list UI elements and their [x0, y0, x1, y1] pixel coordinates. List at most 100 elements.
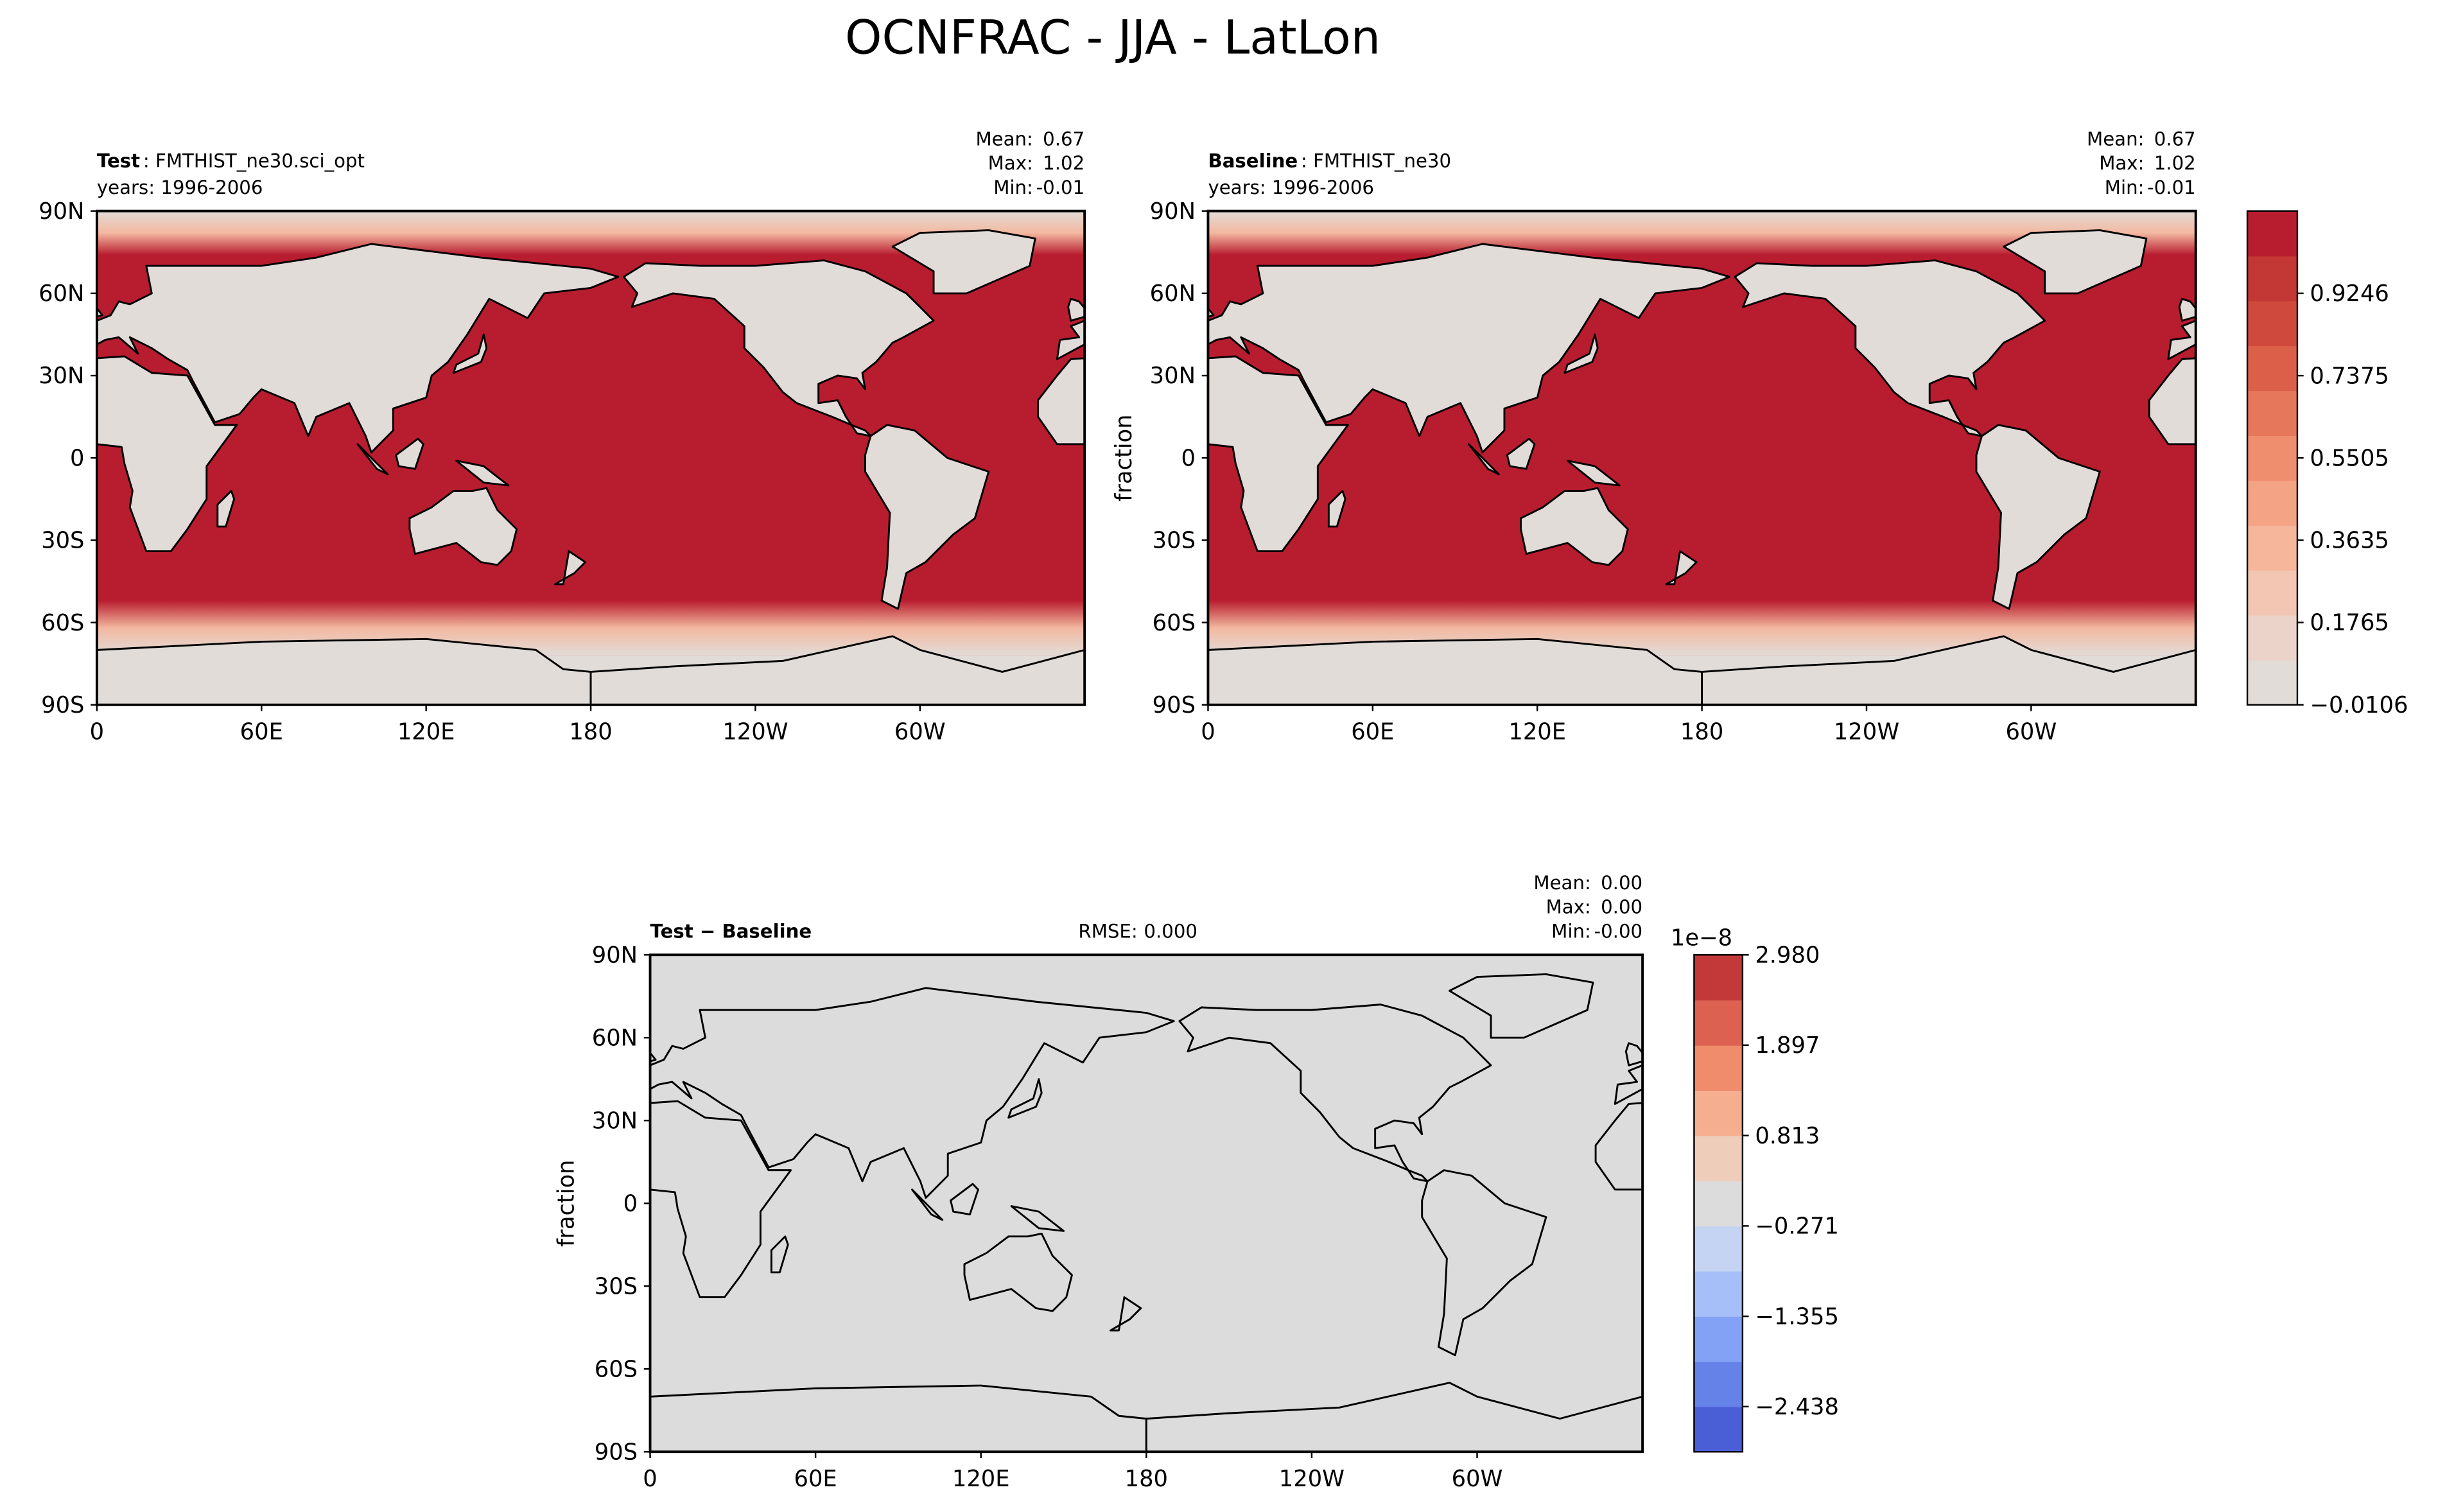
- colorbar-segment: [2247, 211, 2297, 257]
- x-tick-label: 60E: [1351, 718, 1394, 745]
- stat-name: Mean:: [975, 128, 1032, 150]
- stat-name: Min:: [2105, 177, 2145, 198]
- colorbar-tick-label: 0.9246: [2310, 281, 2389, 307]
- panel-title: : FMTHIST_ne30.sci_opt: [143, 150, 365, 172]
- landmass: [1957, 1233, 2064, 1310]
- colorbar-tick-label: −2.438: [1755, 1394, 1839, 1420]
- map-panel: [1208, 211, 2333, 705]
- colorbar-segment: [2247, 659, 2297, 706]
- landmass: [891, 229, 1036, 295]
- y-tick-label: 60N: [1150, 281, 1196, 307]
- colorbar-tick-label: 1.897: [1755, 1032, 1820, 1059]
- landmass: [589, 635, 1085, 705]
- landmass: [650, 1100, 792, 1298]
- landmass: [2167, 319, 2196, 360]
- colorbar-tick-label: −0.0106: [2310, 692, 2408, 718]
- landmass: [770, 1235, 789, 1274]
- landmass: [554, 550, 586, 586]
- y-tick-label: 90N: [592, 942, 638, 968]
- landmass: [1566, 460, 1621, 487]
- landmass: [2003, 229, 2148, 295]
- colorbar-segment: [1694, 1135, 1743, 1181]
- panel-subtitle: years: 1996-2006: [97, 177, 263, 198]
- y-tick-label: 90S: [41, 692, 84, 718]
- colorbar-tick-label: 0.813: [1755, 1123, 1820, 1149]
- stat-name: Min:: [993, 177, 1033, 198]
- colorbar-segment: [1694, 1271, 1743, 1317]
- colorbar-tick-label: −0.271: [1755, 1213, 1839, 1240]
- landmass: [1624, 1042, 1643, 1066]
- landmass: [96, 243, 620, 454]
- stat-name: Max:: [2099, 152, 2144, 174]
- y-tick-label: 0: [1181, 445, 1196, 471]
- landmass: [0, 425, 1, 609]
- landmass: [96, 306, 103, 318]
- colorbar-frame: [1693, 954, 1744, 1453]
- x-tick-label: 120W: [1834, 718, 1899, 745]
- landmass: [1421, 1169, 1547, 1357]
- landmass: [622, 259, 935, 437]
- colorbar-segment: [1694, 1045, 1743, 1091]
- landmass: [2317, 491, 2333, 526]
- y-axis-label: fraction: [1111, 414, 1137, 501]
- landmass: [950, 1183, 979, 1215]
- colorbar-tick-label: 0.3635: [2310, 528, 2389, 554]
- landmass: [1563, 333, 1599, 374]
- stat-name: Mean:: [2087, 128, 2144, 150]
- colorbar-segment: [1694, 1090, 1743, 1136]
- colorbar-segment: [1694, 1000, 1743, 1046]
- colorbar-segment: [2247, 345, 2297, 392]
- rmse-value: 0.000: [1144, 920, 1197, 942]
- x-tick-label: 120E: [952, 1466, 1010, 1492]
- y-tick-label: 90S: [595, 1439, 638, 1465]
- colorbar-segment: [2247, 256, 2297, 302]
- colorbar-tick-label: 0.7375: [2310, 363, 2389, 389]
- landmass: [1467, 443, 1500, 476]
- x-tick-label: 0: [643, 1466, 657, 1492]
- panel-title-bold: Test − Baseline: [650, 920, 812, 942]
- stat-value: 0.67: [1043, 128, 1084, 150]
- landmass: [96, 355, 238, 552]
- x-tick-label: 60E: [794, 1466, 837, 1492]
- stat-value: -0.00: [1594, 920, 1643, 942]
- y-tick-label: 60N: [39, 281, 84, 307]
- landmass: [1208, 638, 1703, 705]
- colorbar-segment: [2247, 300, 2297, 347]
- y-tick-label: 90N: [1150, 198, 1196, 225]
- landmass: [395, 437, 424, 470]
- colorbar-segment: [1694, 1361, 1743, 1407]
- y-tick-label: 0: [70, 445, 84, 471]
- landmass: [963, 1232, 1073, 1312]
- landmass: [2178, 297, 2196, 322]
- y-tick-label: 90N: [39, 198, 84, 225]
- stat-name: Min:: [1551, 920, 1591, 942]
- x-tick-label: 120W: [722, 718, 788, 745]
- landmass: [1056, 319, 1085, 360]
- colorbar-segment: [2247, 570, 2297, 616]
- landmass: [2004, 1206, 2057, 1231]
- landmass: [1975, 424, 2101, 610]
- x-tick-label: 180: [1125, 1466, 1168, 1492]
- panel-title-bold: Test: [97, 150, 140, 172]
- colorbar-offset: 1e−8: [1671, 925, 1732, 952]
- landmass: [650, 1384, 1147, 1452]
- colorbar-segment: [1694, 1226, 1743, 1272]
- landmass: [1208, 355, 1349, 552]
- stat-value: 0.00: [1601, 896, 1642, 918]
- stat-value: -0.01: [2147, 177, 2196, 198]
- colorbar-tick-label: 2.980: [1755, 942, 1820, 968]
- colorbar-tick-label: 0.1765: [2310, 610, 2389, 636]
- landmass: [1037, 357, 1085, 446]
- landmass: [96, 638, 592, 705]
- landmass: [1594, 1102, 1643, 1191]
- landmass: [1327, 490, 1346, 528]
- landmass: [1614, 1064, 1643, 1105]
- panel-subtitle: years: 1996-2006: [1208, 177, 1374, 198]
- stat-name: Max:: [1546, 896, 1591, 918]
- y-tick-label: 30S: [1153, 528, 1196, 554]
- landmass: [1734, 259, 2046, 437]
- stat-value: 0.67: [2154, 128, 2196, 150]
- figure-title: OCNFRAC - JJA - LatLon: [845, 10, 1380, 65]
- landmass: [650, 1051, 657, 1063]
